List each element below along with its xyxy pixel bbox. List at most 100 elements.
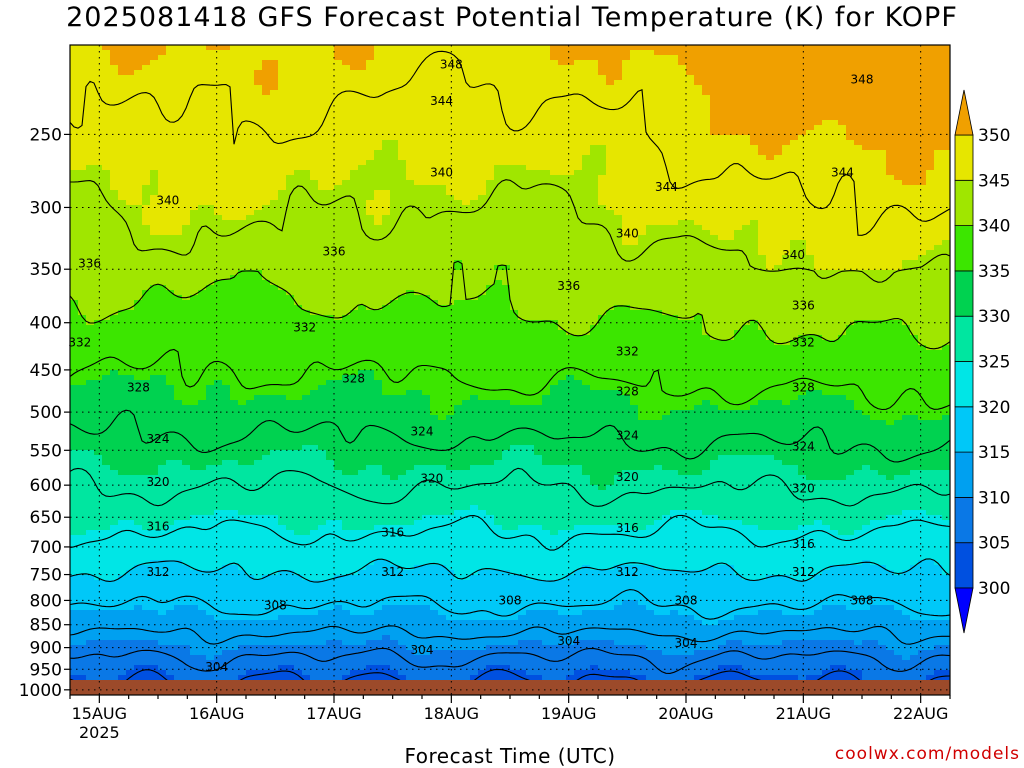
field-cell bbox=[790, 250, 807, 256]
field-cell bbox=[70, 485, 599, 491]
field-cell bbox=[70, 45, 103, 51]
field-cell bbox=[718, 665, 743, 671]
contour-label: 340 bbox=[156, 194, 179, 208]
field-cell bbox=[238, 675, 311, 681]
field-cell bbox=[278, 75, 607, 81]
x-tick-label: 16AUG bbox=[189, 704, 244, 723]
field-cell bbox=[382, 605, 431, 611]
field-cell bbox=[366, 200, 391, 206]
field-cell bbox=[590, 150, 607, 156]
field-cell bbox=[454, 410, 639, 416]
field-cell bbox=[70, 310, 79, 316]
field-cell bbox=[886, 565, 911, 571]
contour-label: 344 bbox=[831, 166, 854, 180]
field-cell bbox=[310, 530, 551, 536]
field-cell bbox=[70, 50, 111, 56]
field-cell bbox=[926, 180, 950, 186]
field-cell bbox=[142, 65, 263, 71]
field-cell bbox=[214, 210, 255, 216]
field-cell bbox=[606, 170, 887, 176]
field-cell bbox=[862, 560, 871, 566]
field-cell bbox=[254, 75, 279, 81]
contour-label: 316 bbox=[147, 519, 170, 533]
field-cell bbox=[814, 575, 950, 581]
field-cell bbox=[286, 395, 303, 401]
field-cell bbox=[702, 470, 799, 476]
field-cell bbox=[870, 465, 950, 471]
field-cell bbox=[758, 220, 950, 226]
field-cell bbox=[798, 675, 807, 681]
contour-label: 304 bbox=[557, 634, 580, 648]
field-cell bbox=[86, 165, 103, 171]
field-cell bbox=[630, 400, 703, 406]
field-cell bbox=[814, 125, 847, 131]
field-cell bbox=[206, 610, 319, 616]
field-cell bbox=[118, 310, 311, 316]
field-cell bbox=[414, 650, 431, 656]
field-cell bbox=[702, 225, 743, 231]
field-cell bbox=[934, 245, 950, 251]
y-tick-label: 800 bbox=[30, 591, 62, 611]
field-cell bbox=[582, 160, 607, 166]
field-cell bbox=[822, 335, 839, 341]
field-cell bbox=[246, 215, 375, 221]
field-cell bbox=[134, 565, 191, 571]
y-tick-label: 750 bbox=[30, 566, 62, 586]
field-cell bbox=[870, 605, 895, 611]
field-cell bbox=[310, 175, 351, 181]
field-cell bbox=[366, 160, 407, 166]
field-cell bbox=[278, 665, 295, 671]
field-cell bbox=[142, 295, 183, 301]
field-cell bbox=[70, 115, 711, 121]
field-cell bbox=[374, 150, 399, 156]
field-cell bbox=[70, 370, 111, 376]
field-cell bbox=[814, 255, 919, 261]
field-cell bbox=[622, 60, 679, 66]
field-cell bbox=[158, 470, 343, 476]
field-cell bbox=[294, 665, 367, 671]
field-cell bbox=[814, 260, 903, 266]
contour-label: 320 bbox=[147, 475, 170, 489]
contour-line-348 bbox=[70, 50, 950, 236]
field-cell bbox=[734, 235, 759, 241]
field-cell bbox=[454, 570, 479, 576]
field-cell bbox=[630, 305, 950, 311]
field-cell bbox=[302, 395, 431, 401]
field-cell bbox=[70, 365, 950, 371]
field-cell bbox=[390, 210, 615, 216]
field-cell bbox=[702, 90, 950, 96]
field-cell bbox=[278, 80, 607, 86]
field-cell bbox=[86, 315, 111, 321]
field-cell bbox=[70, 275, 231, 281]
field-cell bbox=[110, 525, 143, 531]
field-cell bbox=[382, 305, 511, 311]
field-cell bbox=[70, 570, 127, 576]
contour-label: 328 bbox=[342, 372, 365, 386]
field-cell bbox=[894, 420, 950, 426]
field-cell bbox=[734, 570, 823, 576]
field-cell bbox=[374, 45, 551, 51]
field-cell bbox=[622, 235, 639, 241]
field-cell bbox=[414, 520, 495, 526]
field-cell bbox=[742, 225, 759, 231]
contour-label: 328 bbox=[792, 380, 815, 394]
field-cell bbox=[414, 180, 487, 186]
field-cell bbox=[902, 180, 927, 186]
field-cell bbox=[766, 330, 847, 336]
field-cell bbox=[590, 480, 615, 486]
field-cell bbox=[638, 240, 759, 246]
field-cell bbox=[774, 265, 815, 271]
field-cell bbox=[942, 515, 950, 521]
field-cell bbox=[382, 465, 415, 471]
field-cell bbox=[70, 405, 431, 411]
field-cell bbox=[374, 50, 551, 56]
field-cell bbox=[398, 140, 751, 146]
field-cell bbox=[70, 185, 111, 191]
field-cell bbox=[398, 670, 479, 676]
field-cell bbox=[390, 190, 447, 196]
field-cell bbox=[894, 570, 903, 576]
field-cell bbox=[270, 200, 367, 206]
field-cell bbox=[174, 605, 199, 611]
field-cell bbox=[558, 325, 591, 331]
field-cell bbox=[854, 320, 903, 326]
